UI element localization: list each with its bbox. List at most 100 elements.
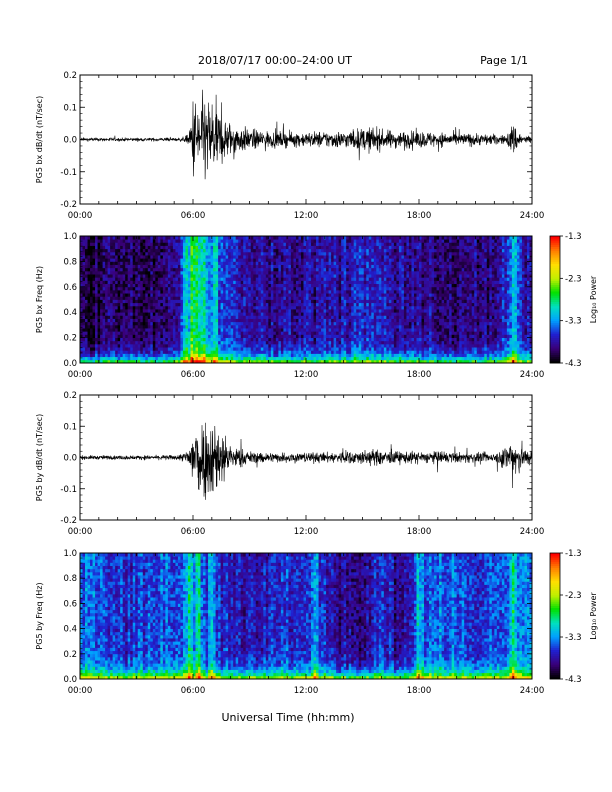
spectrogram-cell [260, 340, 264, 345]
spectrogram-cell [175, 277, 179, 281]
spectrogram-cell [328, 270, 332, 275]
spectrogram-cell [200, 286, 204, 291]
spectrogram-cell [215, 309, 219, 313]
spectrogram-cell [288, 293, 292, 297]
spectrogram-cell [145, 309, 149, 313]
spectrogram-cell [203, 321, 206, 326]
spectrogram-cell [195, 264, 199, 269]
spectrogram-cell [142, 296, 146, 300]
spectrogram-cell [198, 347, 201, 351]
spectrogram-cell [117, 251, 121, 256]
spectrogram-cell [351, 286, 355, 291]
spectrogram-cell [343, 248, 347, 253]
spectrogram-cell [356, 280, 360, 285]
spectrogram-cell [95, 299, 98, 304]
spectrogram-cell [260, 356, 264, 361]
spectrogram-cell [308, 267, 312, 272]
spectrogram-cell [135, 328, 139, 332]
spectrogram-cell [205, 324, 209, 329]
spectrogram-cell [245, 305, 249, 310]
spectrogram-cell [137, 350, 141, 354]
spectrogram-cell [225, 270, 229, 275]
spectrogram-cell [185, 299, 189, 304]
spectrogram-cell [122, 280, 126, 285]
spectrogram-cell [110, 331, 114, 335]
spectrogram-cell [112, 324, 116, 329]
spectrogram-cell [295, 334, 299, 338]
spectrogram-cell [321, 315, 324, 319]
spectrogram-cell [295, 318, 299, 323]
spectrogram-cell [210, 255, 214, 259]
spectrogram-cell [218, 343, 222, 348]
spectrogram-cell [142, 286, 146, 291]
spectrogram-cell [180, 312, 184, 316]
spectrogram-cell [120, 283, 124, 288]
spectrogram-cell [235, 267, 239, 272]
spectrogram-cell [253, 312, 257, 316]
spectrogram-cell [132, 236, 136, 240]
spectrogram-cell [283, 305, 287, 310]
spectrogram-cell [105, 245, 109, 250]
spectrogram-cell [295, 283, 299, 288]
spectrogram-cell [228, 334, 232, 338]
spectrogram-cell [260, 248, 264, 253]
spectrogram-cell [228, 236, 232, 240]
spectrogram-cell [376, 343, 380, 348]
spectrogram-cell [185, 283, 189, 288]
spectrogram-cell [142, 293, 146, 297]
spectrogram-cell [193, 261, 196, 265]
spectrogram-cell [177, 274, 181, 278]
spectrogram-cell [142, 318, 146, 323]
spectrogram-cell [112, 296, 116, 300]
spectrogram-cell [343, 321, 347, 326]
spectrogram-cell [361, 274, 365, 278]
spectrogram-cell [205, 296, 209, 300]
spectrogram-cell [80, 296, 83, 300]
spectrogram-cell [381, 350, 385, 354]
spectrogram-cell [87, 305, 91, 310]
spectrogram-cell [213, 299, 216, 304]
spectrogram-cell [100, 248, 103, 253]
spectrogram-cell [368, 289, 372, 294]
spectrogram-cell [295, 343, 299, 348]
spectrogram-cell [353, 258, 357, 262]
spectrogram-cell [147, 312, 151, 316]
spectrogram-cell [248, 356, 252, 361]
spectrogram-cell [311, 242, 314, 246]
spectrogram-cell [180, 328, 184, 332]
spectrogram-cell [150, 286, 154, 291]
spectrogram-cell [326, 293, 329, 297]
spectrogram-cell [248, 255, 252, 259]
spectrogram-cell [80, 299, 83, 304]
spectrogram-cell [273, 353, 277, 358]
spectrogram-cell [157, 248, 161, 253]
spectrogram-cell [208, 318, 211, 323]
spectrogram-cell [255, 347, 259, 351]
spectrogram-cell [157, 236, 161, 240]
spectrogram-cell [353, 318, 357, 323]
spectrogram-cell [381, 334, 385, 338]
spectrogram-cell [110, 280, 114, 285]
spectrogram-cell [147, 340, 151, 345]
spectrogram-cell [308, 343, 312, 348]
spectrogram-cell [253, 309, 257, 313]
spectrogram-cell [230, 261, 234, 265]
spectrogram-cell [356, 296, 360, 300]
spectrogram-cell [278, 309, 282, 313]
spectrogram-cell [102, 299, 106, 304]
spectrogram-cell [210, 324, 214, 329]
spectrogram-cell [308, 309, 312, 313]
spectrogram-cell [336, 309, 340, 313]
spectrogram-cell [346, 331, 350, 335]
spectrogram-cell [205, 277, 209, 281]
spectrogram-cell [361, 321, 365, 326]
spectrogram-cell [258, 270, 262, 275]
spectrogram-cell [225, 277, 229, 281]
spectrogram-cell [373, 334, 377, 338]
spectrogram-cell [87, 321, 91, 326]
spectrogram-cell [376, 261, 380, 265]
spectrogram-cell [105, 350, 109, 354]
spectrogram-cell [363, 347, 367, 351]
spectrogram-cell [263, 274, 267, 278]
spectrogram-cell [152, 331, 156, 335]
